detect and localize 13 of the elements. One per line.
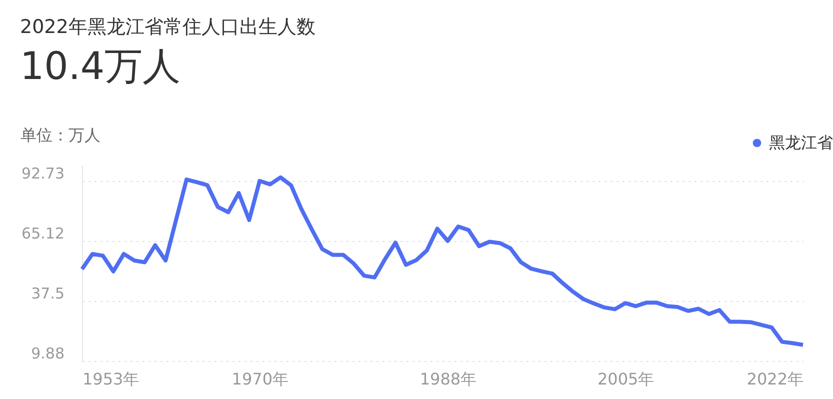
x-tick-label: 1953年: [82, 370, 140, 388]
x-tick-label: 2022年: [746, 370, 804, 388]
x-tick-label: 1970年: [232, 370, 288, 388]
y-axis-title: 单位：万人: [20, 126, 100, 144]
y-tick-label: 92.73: [22, 164, 64, 182]
y-tick-label: 37.5: [31, 284, 64, 302]
y-tick-label: 9.88: [31, 344, 64, 362]
chart-title: 2022年黑龙江省常住人口出生人数: [20, 16, 316, 38]
chart-subtitle: 10.4万人: [20, 44, 181, 88]
legend-label: 黑龙江省: [769, 133, 833, 152]
x-tick-label: 2005年: [598, 370, 654, 388]
x-tick-label: 1988年: [420, 370, 477, 388]
y-tick-label: 65.12: [22, 224, 64, 242]
